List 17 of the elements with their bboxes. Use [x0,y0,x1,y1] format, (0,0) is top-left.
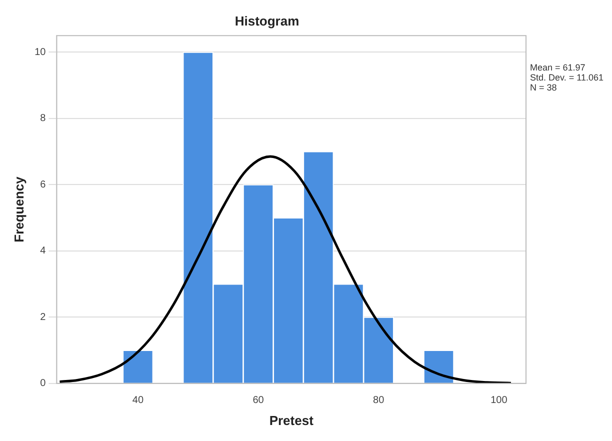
y-tick-label: 6 [40,179,46,190]
line-series [58,155,512,384]
y-tick-label: 4 [40,246,46,257]
x-tick-label: 40 [132,395,144,406]
y-axis-title: Frequency [11,176,26,242]
y-tick-label: 2 [40,312,46,323]
x-axis-title: Pretest [269,412,314,428]
y-tick-label: 0 [40,378,46,390]
chart-title: Histogram [234,13,300,28]
x-tick-label: 80 [373,395,385,406]
x-tick-label: 100 [490,395,508,406]
y-tick-label: 8 [40,113,46,124]
y-tick-label: 10 [34,46,46,58]
text: Std. Dev. = 11.061 [530,72,604,83]
text: N = 38 [530,82,557,93]
text: Mean = 61.97 [530,62,586,73]
x-tick-label: 60 [252,395,264,406]
